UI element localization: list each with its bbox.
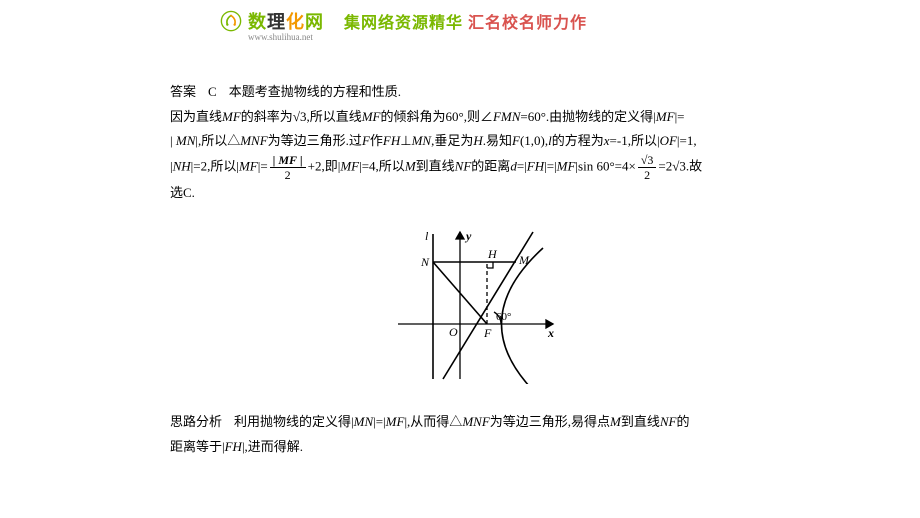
- label-M: M: [518, 253, 530, 267]
- answer-line-1: 因为直线MF的斜率为√3,所以直线MF的倾斜角为60°,则∠FMN=60°.由抛…: [170, 105, 780, 130]
- label-l: l: [425, 229, 429, 243]
- label-y: y: [464, 229, 472, 243]
- label-x: x: [547, 326, 554, 340]
- label-angle: 60°: [496, 311, 511, 323]
- answer-line-4: 选C.: [170, 181, 780, 206]
- brand-tagline: 集网络资源精华 汇名校名师力作: [344, 9, 587, 33]
- answer-summary: 本题考查抛物线的方程和性质.: [229, 84, 401, 99]
- site-header: 数理化网 www.shulihua.net 集网络资源精华 汇名校名师力作: [220, 8, 587, 34]
- label-O: O: [449, 325, 458, 339]
- logo-icon: [220, 10, 242, 32]
- answer-line-0: 答案 C 本题考查抛物线的方程和性质.: [170, 80, 780, 105]
- label-F: F: [483, 326, 492, 340]
- label-H: H: [487, 247, 498, 261]
- analysis-line-2: 距离等于|FH|,进而得解.: [170, 435, 780, 460]
- brand-name: 数理化网: [248, 8, 324, 34]
- analysis-line-1: 思路分析利用抛物线的定义得|MN|=|MF|,从而得△MNF为等边三角形,易得点…: [170, 410, 780, 435]
- brand-url: www.shulihua.net: [248, 32, 313, 42]
- analysis-label: 思路分析: [170, 414, 222, 429]
- fraction-2: √32: [638, 154, 657, 181]
- fraction-1: | MF |2: [270, 154, 306, 181]
- figure-container: l y H N M O F x 60°: [170, 224, 780, 393]
- answer-line-2: | MN|,所以△MNF为等边三角形.过F作FH⊥MN,垂足为H.易知F(1,0…: [170, 129, 780, 154]
- answer-choice: C: [208, 84, 217, 99]
- answer-label: 答案: [170, 84, 196, 99]
- answer-line-3: |NH|=2,所以|MF|=| MF |2+2,即|MF|=4,所以M到直线NF…: [170, 154, 780, 181]
- parabola-figure: l y H N M O F x 60°: [388, 224, 563, 384]
- content-area: 答案 C 本题考查抛物线的方程和性质. 因为直线MF的斜率为√3,所以直线MF的倾斜…: [170, 80, 780, 460]
- label-N: N: [420, 255, 430, 269]
